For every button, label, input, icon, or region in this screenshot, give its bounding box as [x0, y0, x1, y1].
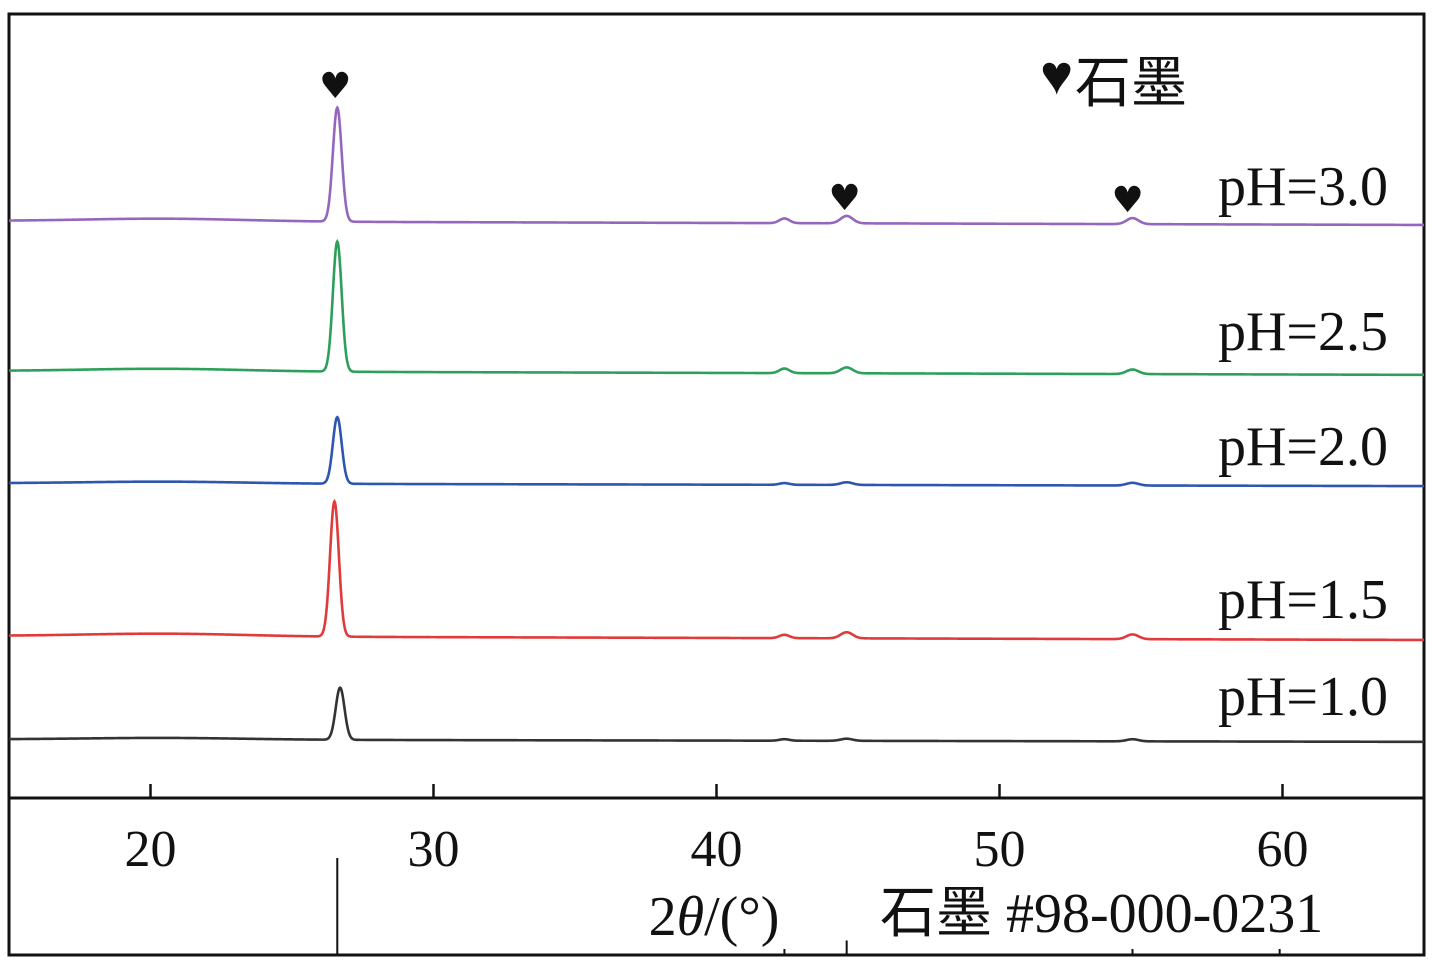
- peak-marker: ♥: [829, 178, 861, 219]
- series-line: [9, 415, 1424, 488]
- series-line: [9, 498, 1424, 642]
- series-line: [9, 105, 1424, 227]
- series-label: pH=2.0: [1218, 416, 1388, 478]
- legend-symbol: ♥: [1040, 45, 1073, 107]
- x-axis: 20 30 40 50 60: [125, 784, 1309, 878]
- plot-border: [7, 12, 1426, 957]
- reference-pattern: [336, 858, 1281, 955]
- x-tick-label: 60: [1257, 821, 1309, 878]
- series-label: pH=3.0: [1218, 156, 1388, 218]
- x-tick-label: 40: [691, 821, 743, 878]
- peak-markers: ♥ ♥ ♥: [319, 66, 1144, 221]
- x-tick-label: 20: [125, 821, 177, 878]
- reference-label: 石墨 #98-000-0231: [880, 883, 1323, 945]
- peak-marker: ♥: [319, 66, 351, 107]
- series-line: [9, 686, 1424, 744]
- series-label: pH=1.0: [1218, 666, 1388, 728]
- series-curves: [8, 105, 1424, 744]
- series-line: [8, 238, 1424, 377]
- series-label: pH=2.5: [1218, 301, 1388, 363]
- legend: ♥ 石墨: [1040, 45, 1187, 115]
- legend-label: 石墨: [1075, 53, 1187, 115]
- x-tick-label: 50: [974, 821, 1026, 878]
- series-label: pH=1.5: [1218, 569, 1388, 631]
- peak-marker: ♥: [1112, 180, 1144, 221]
- x-axis-label: 2θ/(°): [649, 886, 780, 948]
- x-tick-label: 30: [408, 821, 460, 878]
- series-labels: pH=3.0 pH=2.5 pH=2.0 pH=1.5 pH=1.0: [1218, 156, 1388, 728]
